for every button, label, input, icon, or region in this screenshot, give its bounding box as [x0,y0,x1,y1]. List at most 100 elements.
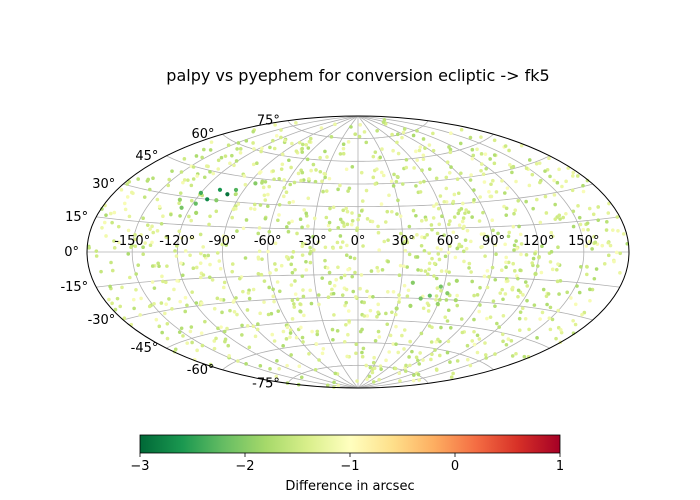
data-point [128,275,132,280]
data-point [527,158,532,162]
data-point [224,243,229,247]
data-point [408,339,413,344]
data-point [341,142,346,146]
data-point [451,199,456,204]
data-point [342,224,346,228]
data-point [414,355,419,360]
data-point [265,204,270,209]
data-point [257,171,262,175]
data-point [493,243,498,247]
data-point [181,180,185,185]
data-point [403,369,408,373]
data-point [191,177,196,181]
data-point [475,147,479,152]
data-point [414,149,418,154]
data-point [422,235,427,240]
data-point [355,228,359,233]
data-point [371,175,376,180]
data-point [393,312,398,317]
data-point [548,327,553,332]
data-point [426,272,430,276]
data-point [423,146,427,150]
data-point [448,150,453,155]
data-point [127,214,132,219]
data-point [328,281,332,286]
data-point [271,287,275,292]
data-point [132,306,136,311]
data-point [182,178,187,182]
data-point [298,217,303,222]
data-point [433,348,437,352]
data-point [556,308,561,313]
data-point [346,140,351,144]
data-point [159,301,164,305]
data-point [458,141,463,146]
data-point [251,287,256,292]
data-point [361,244,365,248]
data-point [378,364,383,369]
data-point [202,253,207,258]
data-point [155,197,160,202]
data-point [532,303,537,307]
data-point [436,337,440,342]
data-point [187,214,191,219]
data-point [353,132,358,136]
data-point [571,224,576,229]
data-point [395,174,400,179]
data-point [230,262,235,266]
data-point [94,254,99,258]
data-point [387,350,391,354]
data-point [477,309,481,314]
data-point [558,217,562,221]
data-point [484,356,488,360]
data-point [419,268,423,273]
data-point [308,260,313,265]
data-point [225,326,229,331]
data-point [540,244,544,249]
data-point [454,278,459,283]
data-point [219,325,223,329]
data-point [259,149,263,154]
data-point [516,288,521,293]
data-point [581,183,585,188]
data-point [290,219,294,224]
data-point [327,176,332,181]
data-point [160,274,164,279]
data-point [157,324,162,329]
data-point [429,340,434,344]
data-point [225,235,229,240]
data-point [251,129,256,134]
data-point [585,221,590,225]
data-point [252,202,257,207]
data-point [161,214,165,219]
data-point [501,314,506,318]
data-point [507,230,512,235]
data-point [461,201,465,206]
data-point [490,265,495,270]
data-point [582,310,587,315]
data-point [306,146,311,150]
data-point [286,229,291,234]
data-point [238,151,243,155]
colorbar-tick-label: −3 [130,459,149,474]
data-point [479,152,484,156]
data-point [455,293,459,298]
parallel-line [166,319,550,349]
data-point [133,237,137,242]
data-point [421,157,426,162]
y-tick-label: -75° [252,376,280,391]
data-point [299,325,303,330]
data-point [336,383,341,388]
data-point [379,170,384,175]
colorbar-tick-label: −2 [235,459,254,474]
data-point [276,309,281,313]
data-point [397,300,401,304]
data-point [165,321,170,326]
data-point [220,242,225,247]
data-point [285,363,289,368]
data-point [418,190,423,194]
data-point [602,261,607,266]
data-point [227,354,231,358]
data-point [324,189,329,193]
data-point [170,169,174,173]
